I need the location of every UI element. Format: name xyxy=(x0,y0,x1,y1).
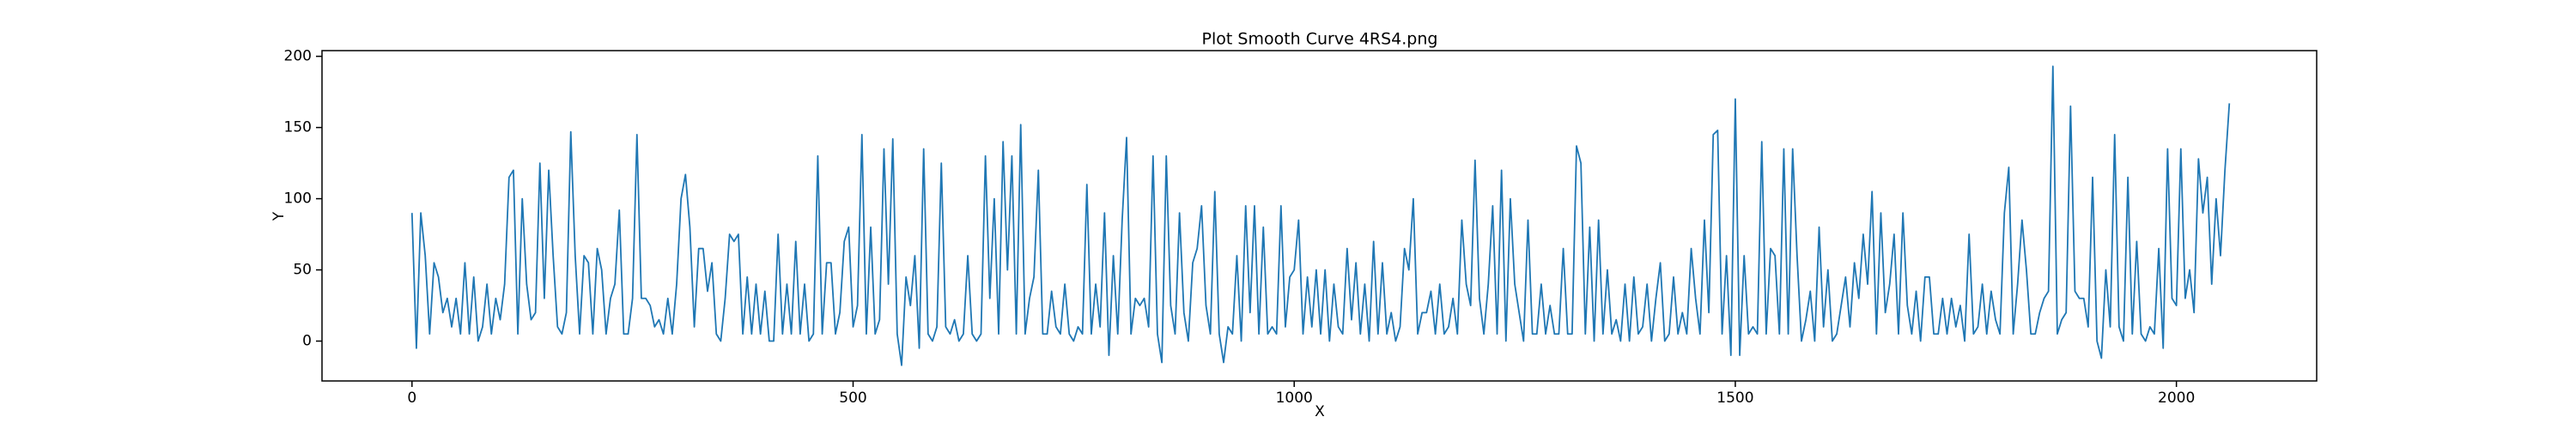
x-axis-label: X xyxy=(1315,403,1325,420)
x-tick-label: 2000 xyxy=(2158,390,2195,407)
data-line xyxy=(410,65,2231,366)
y-tick-label: 150 xyxy=(284,119,312,136)
x-tick-label: 1000 xyxy=(1276,390,1313,407)
x-tick-label: 1500 xyxy=(1716,390,1753,407)
y-axis-label: Y xyxy=(270,211,288,221)
y-tick-label: 50 xyxy=(293,262,312,279)
plot-frame xyxy=(321,50,2318,382)
y-tick-label: 100 xyxy=(284,190,312,208)
y-tick-label: 200 xyxy=(284,48,312,65)
x-tick-label: 500 xyxy=(839,390,866,407)
chart-title: Plot Smooth Curve 4RS4.png xyxy=(1202,30,1438,49)
y-tick-label: 0 xyxy=(302,333,312,350)
x-tick-label: 0 xyxy=(407,390,416,407)
